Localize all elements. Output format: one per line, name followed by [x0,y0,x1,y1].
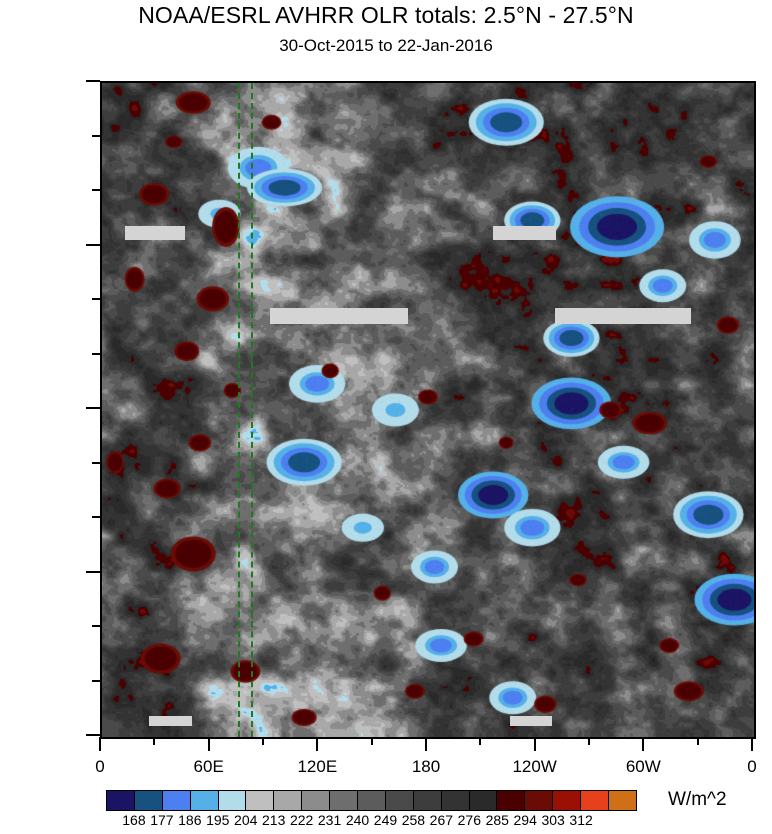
colorbar-tick-186: 186 [178,812,202,828]
colorbar-swatch-2 [162,791,191,810]
colorbar-swatch-8 [330,791,359,810]
colorbar-swatch-13 [469,791,498,810]
colorbar-tick-267: 267 [429,812,454,828]
x-major-tick [207,737,210,751]
colorbar-tick-249: 249 [373,812,398,828]
colorbar-tick-312: 312 [569,812,593,828]
colorbar-swatch-1 [134,791,163,810]
colorbar [106,790,637,811]
colorbar-swatch-17 [581,791,610,810]
y-minor-tick [92,516,100,518]
data-gap-bar-4 [148,715,192,726]
page-subtitle: 30-Oct-2015 to 22-Jan-2016 [279,36,493,55]
data-gap-bar-5 [509,715,552,726]
colorbar-swatch-18 [609,791,636,810]
colorbar-tick-177: 177 [150,812,174,828]
y-minor-tick [92,189,100,191]
x-axis-label-0: 0 [747,757,757,776]
y-major-tick [86,570,100,573]
x-axis-label-60E: 60E [193,757,224,776]
x-minor-tick [479,737,482,745]
colorbar-tick-222: 222 [289,812,314,828]
x-major-tick [642,737,645,751]
colorbar-tick-276: 276 [457,812,481,828]
reference-line-1 [250,83,253,737]
x-major-tick [533,737,536,751]
x-major-tick [425,737,427,751]
y-major-tick [86,407,100,409]
colorbar-units-label: W/m^2 [668,789,727,810]
y-minor-tick [92,352,100,355]
x-minor-tick [696,737,699,745]
x-axis-label-120W: 120W [512,757,557,776]
y-minor-tick [92,679,100,682]
x-major-tick [316,737,319,751]
plot-area [100,81,756,739]
colorbar-tick-294: 294 [513,812,537,828]
colorbar-swatch-3 [190,791,219,810]
colorbar-tick-labels: 168 177 186 195 204 213 222 231 240 249 258 267 276 2… [0,812,772,834]
data-gap-bar-3 [555,308,692,325]
x-minor-tick [153,737,156,745]
colorbar-swatch-9 [358,791,386,810]
y-minor-tick [92,461,100,464]
colorbar-swatch-15 [525,791,554,810]
x-axis-label-0: 0 [95,757,105,776]
colorbar-swatch-4 [218,791,247,810]
colorbar-tick-258: 258 [401,812,426,828]
data-gap-bar-2 [269,308,409,325]
olr-heatmap-canvas [102,83,754,737]
x-major-tick [751,737,753,751]
x-axis-label-180: 180 [411,757,441,776]
data-gap-bar-0 [124,225,186,240]
y-major-tick [86,80,100,82]
x-major-tick [99,737,101,751]
y-major-tick [86,243,100,246]
colorbar-swatch-6 [274,791,303,810]
y-minor-tick [92,625,100,627]
colorbar-swatch-10 [385,791,414,810]
colorbar-swatch-11 [413,791,442,810]
colorbar-swatch-12 [441,791,470,810]
y-major-tick [86,734,100,736]
colorbar-swatch-5 [246,791,275,810]
colorbar-swatch-7 [302,791,331,810]
reference-line-0 [237,83,240,737]
colorbar-tick-168: 168 [122,812,146,828]
y-minor-tick [92,134,100,137]
x-axis-label-60W: 60W [625,757,661,776]
colorbar-tick-285: 285 [485,812,509,828]
data-gap-bar-1 [493,225,557,240]
x-minor-tick [588,737,590,745]
colorbar-tick-231: 231 [317,812,342,828]
x-minor-tick [370,737,373,745]
y-minor-tick [92,298,100,300]
colorbar-tick-204: 204 [234,812,258,828]
colorbar-swatch-16 [553,791,582,810]
x-axis-label-120E: 120E [297,757,338,776]
colorbar-tick-303: 303 [541,812,565,828]
colorbar-swatch-0 [107,791,135,810]
colorbar-tick-240: 240 [345,812,370,828]
colorbar-tick-195: 195 [206,812,230,828]
page-title: NOAA/ESRL AVHRR OLR totals: 2.5°N - 27.5… [138,2,634,28]
colorbar-swatch-14 [497,791,526,810]
colorbar-tick-213: 213 [261,812,286,828]
x-minor-tick [262,737,264,745]
